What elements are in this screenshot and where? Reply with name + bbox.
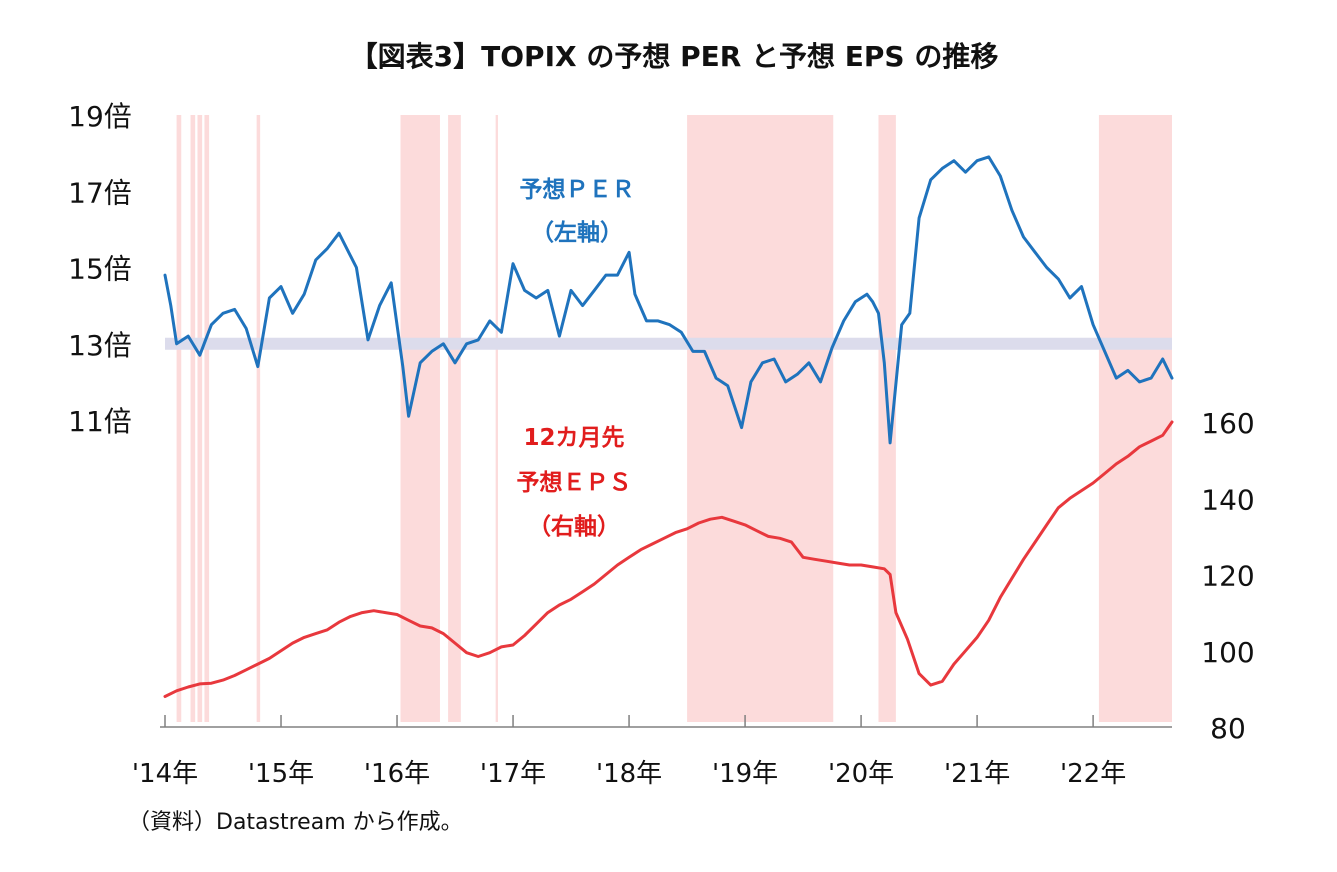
- per-series-label: （左軸）: [531, 219, 623, 246]
- per-series-label: 予想ＰＥＲ: [520, 177, 635, 203]
- highlight-band: [687, 115, 834, 722]
- per-line: [163, 155, 1174, 445]
- right-tick-label: 120: [1201, 560, 1254, 593]
- right-tick-label: 100: [1201, 636, 1254, 669]
- x-tick-label: '15年: [248, 759, 314, 789]
- eps-series-label: 12カ月先: [523, 425, 624, 451]
- left-tick-label: 17倍: [68, 176, 132, 209]
- x-tick-label: '21年: [944, 759, 1010, 789]
- eps-line: [163, 420, 1174, 698]
- eps-series-label: 予想ＥＰＳ: [517, 470, 632, 496]
- source-note: （資料）Datastream から作成。: [128, 810, 463, 835]
- x-tick-label: '22年: [1060, 759, 1126, 789]
- highlight-band: [256, 115, 261, 722]
- x-tick-label: '19年: [712, 759, 778, 789]
- x-tick-label: '16年: [364, 759, 430, 789]
- highlight-band: [190, 115, 196, 722]
- chart-title: 【図表3】TOPIX の予想 PER と予想 EPS の推移: [350, 40, 999, 73]
- x-tick-label: '17年: [480, 759, 546, 789]
- highlight-band: [400, 115, 440, 722]
- x-tick-label: '20年: [828, 759, 894, 789]
- highlight-bands: [176, 115, 1172, 722]
- left-tick-label: 19倍: [68, 100, 132, 133]
- left-tick-label: 13倍: [68, 329, 132, 362]
- left-tick-label: 11倍: [68, 405, 132, 438]
- highlight-band: [197, 115, 203, 722]
- series-lines: [163, 155, 1174, 698]
- right-tick-label: 140: [1201, 483, 1254, 516]
- x-tick-label: '18年: [596, 759, 662, 789]
- right-tick-label: 80: [1210, 712, 1246, 745]
- right-tick-label: 160: [1201, 407, 1254, 440]
- x-axis: '14年 '15年 '16年 '17年 '18年 '19年 '20年 '21年 '22年: [132, 715, 1172, 789]
- highlight-band: [448, 115, 461, 722]
- right-axis-ticks: 160 140 120 100 80: [1201, 407, 1254, 745]
- eps-series-label: （右軸）: [528, 513, 620, 540]
- highlight-band: [1098, 115, 1172, 722]
- x-tick-label: '14年: [132, 759, 198, 789]
- highlight-band: [204, 115, 210, 722]
- left-axis-ticks: 19倍 17倍 15倍 13倍 11倍: [68, 100, 132, 438]
- highlight-band: [176, 115, 182, 722]
- left-tick-label: 15倍: [68, 253, 132, 286]
- highlight-band: [495, 115, 498, 722]
